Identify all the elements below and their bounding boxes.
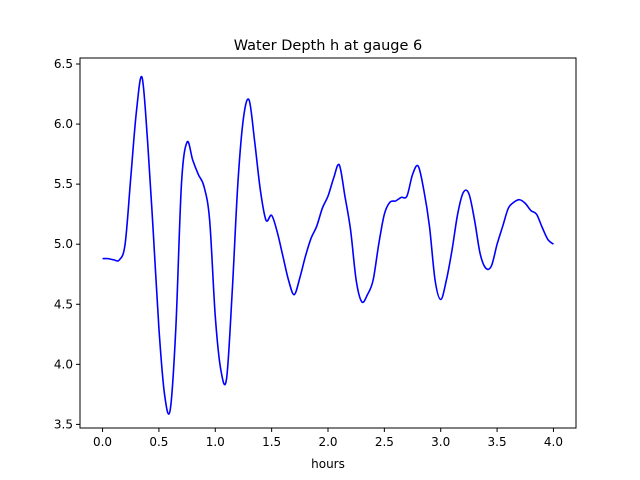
y-tick-label: 4.0	[54, 357, 73, 371]
x-axis-label: hours	[311, 457, 345, 471]
x-axis-ticks: 0.0 0.5 1.0 1.5 2.0 2.5 3.0 3.5 4.0	[93, 428, 563, 449]
x-tick-label: 4.0	[544, 435, 563, 449]
y-tick-label: 6.0	[54, 117, 73, 131]
series-line-0	[102, 75, 554, 415]
chart-title: Water Depth h at gauge 6	[234, 38, 422, 54]
x-tick-label: 1.5	[262, 435, 281, 449]
y-tick-label: 4.5	[54, 297, 73, 311]
x-tick-label: 2.5	[375, 435, 394, 449]
x-tick-label: 3.0	[431, 435, 450, 449]
x-tick-label: 2.0	[318, 435, 337, 449]
plot-area	[80, 58, 576, 428]
series-layer	[102, 75, 554, 415]
y-axis-ticks: 3.5 4.0 4.5 5.0 5.5 6.0 6.5	[54, 57, 80, 431]
y-tick-label: 6.5	[54, 57, 73, 71]
y-tick-label: 3.5	[54, 417, 73, 431]
x-tick-label: 1.0	[206, 435, 225, 449]
y-tick-label: 5.5	[54, 177, 73, 191]
x-tick-label: 0.0	[93, 435, 112, 449]
x-tick-label: 3.5	[488, 435, 507, 449]
x-tick-label: 0.5	[149, 435, 168, 449]
y-tick-label: 5.0	[54, 237, 73, 251]
plot-frame	[79, 57, 577, 429]
